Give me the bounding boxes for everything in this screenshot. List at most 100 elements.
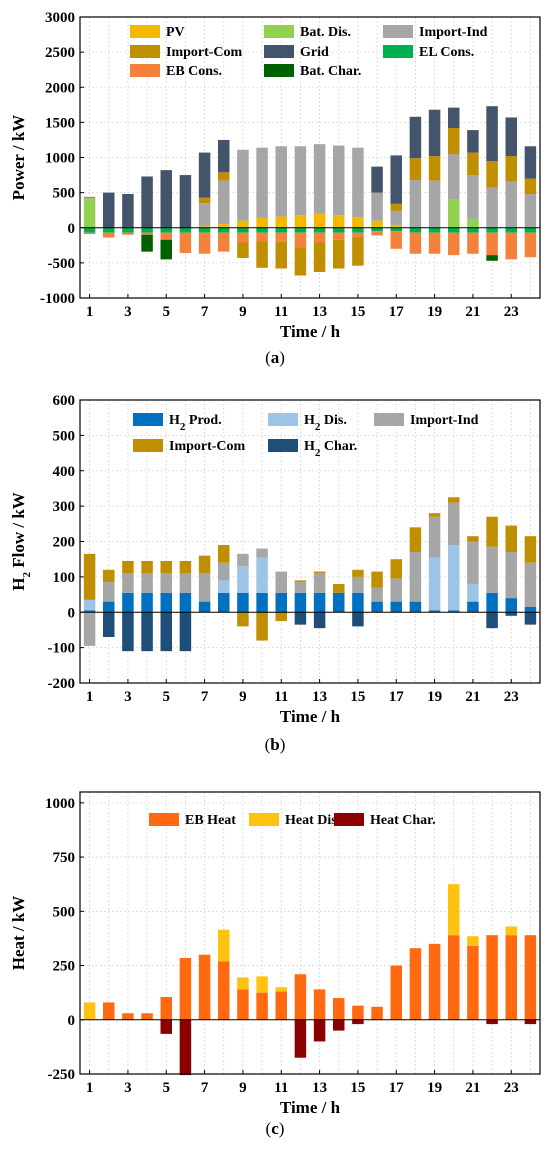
bar-import-com-4 — [141, 560, 153, 574]
bar-h-prod--19 — [428, 610, 441, 613]
legend-label-base: H — [304, 439, 315, 454]
legend-swatch — [268, 439, 298, 452]
bar-import-ind-10 — [256, 147, 268, 218]
y-tick-label: -200 — [48, 676, 76, 692]
bar-series-6-11 — [275, 612, 287, 622]
legend-swatch — [264, 25, 294, 38]
legend-swatch — [133, 413, 163, 426]
x-tick-label: 5 — [163, 689, 171, 705]
bar-heat-dis--23 — [505, 926, 517, 936]
bar-grid-17 — [390, 155, 402, 204]
bar-h-prod--12 — [294, 592, 307, 613]
bar-pv-15 — [352, 217, 364, 228]
y-tick-label: 250 — [53, 959, 76, 975]
x-tick-label: 21 — [465, 1080, 480, 1096]
x-tick-label: 7 — [201, 689, 209, 705]
caption-open: ( — [265, 348, 271, 367]
bar-grid-6 — [179, 175, 192, 228]
bar-bat-char--4 — [141, 234, 153, 252]
bar-series-5-1 — [83, 612, 96, 646]
y-tick-label: 1000 — [45, 796, 75, 812]
bar-el-cons--1 — [83, 227, 96, 233]
y-tick-label: -100 — [48, 641, 76, 657]
bar-heat-dis--21 — [467, 936, 479, 947]
bar-pv-8 — [218, 224, 230, 228]
legend-label: Import-Ind — [410, 413, 479, 428]
bar-import-com-1 — [83, 553, 96, 600]
bar-import-ind-15 — [352, 147, 364, 218]
bar-import-com-23 — [505, 156, 517, 182]
x-tick-label: 5 — [163, 304, 171, 320]
x-tick-label: 13 — [312, 689, 327, 705]
bar-heat-char--14 — [333, 1019, 345, 1031]
bar-import-ind-12 — [294, 582, 307, 593]
legend-swatch — [133, 439, 163, 452]
bar-import-ind-17 — [390, 578, 402, 602]
bar-eb-heat-23 — [505, 935, 517, 1020]
bar-import-ind-23 — [505, 181, 517, 228]
x-tick-label: 19 — [427, 689, 442, 705]
y-axis-label-sub: 2 — [21, 572, 33, 578]
bar-import-com-17 — [390, 559, 402, 579]
bar-h-prod--24 — [524, 606, 537, 613]
caption-close: ) — [280, 735, 286, 754]
bar-import-com-7 — [198, 197, 211, 204]
legend-swatch — [374, 413, 404, 426]
bar-h-prod--5 — [160, 592, 172, 613]
plot-area — [80, 792, 540, 1074]
bar-el-cons--22 — [486, 227, 498, 233]
y-tick-label: 0 — [68, 1013, 76, 1029]
bar-el-cons--12 — [294, 227, 307, 233]
bar-import-ind-22 — [486, 187, 498, 228]
x-tick-label: 13 — [312, 304, 327, 320]
bar-eb-cons--9 — [237, 232, 249, 243]
bar-import-ind-16 — [371, 587, 383, 602]
bar-heat-dis--1 — [83, 1002, 96, 1020]
bar-series-8-14 — [333, 239, 345, 269]
bar-eb-cons--7 — [198, 232, 211, 254]
legend-swatch — [130, 64, 160, 77]
bar-h-prod--11 — [275, 592, 287, 613]
bar-series-8-13 — [313, 242, 326, 273]
bar-heat-dis--9 — [237, 977, 249, 990]
bar-eb-heat-6 — [179, 957, 192, 1020]
bar-el-cons--19 — [428, 227, 441, 233]
y-tick-label: 0 — [68, 221, 76, 237]
bar-eb-heat-11 — [275, 991, 287, 1020]
bar-eb-heat-9 — [237, 989, 249, 1020]
bar-grid-22 — [486, 106, 498, 162]
bar-grid-7 — [198, 152, 211, 198]
legend-label-sub: 2 — [315, 447, 321, 459]
bar-h-prod--2 — [103, 601, 115, 613]
bar-import-ind-11 — [275, 571, 287, 593]
bar-series-8-12 — [294, 247, 307, 276]
x-axis-label: Time / h — [280, 1098, 341, 1117]
bar-import-com-2 — [103, 569, 115, 583]
bar-eb-heat-12 — [294, 974, 307, 1020]
bar-grid-20 — [448, 107, 460, 128]
bar-heat-dis--10 — [256, 976, 268, 993]
bar-el-cons--8 — [218, 227, 230, 233]
bar-heat-dis--20 — [448, 884, 460, 936]
bar-el-cons--7 — [198, 227, 211, 233]
bar-h-char--24 — [524, 612, 537, 625]
y-tick-label: 200 — [53, 535, 76, 551]
bar-pv-9 — [237, 220, 249, 228]
bar-grid-8 — [218, 139, 230, 173]
x-tick-label: 9 — [239, 304, 247, 320]
bar-import-ind-8 — [218, 562, 230, 581]
bar-grid-5 — [160, 170, 172, 228]
bar-bat-dis--21 — [467, 218, 479, 228]
bar-h-prod--1 — [83, 610, 96, 613]
bar-eb-cons--8 — [218, 232, 230, 252]
bar-eb-cons--19 — [428, 232, 441, 254]
bar-h-prod--6 — [179, 592, 192, 613]
legend-label: EL Cons. — [419, 45, 474, 60]
legend-swatch — [130, 45, 160, 58]
bar-eb-cons--13 — [313, 232, 326, 243]
bar-h-char--22 — [486, 612, 498, 629]
x-tick-label: 13 — [312, 1080, 327, 1096]
bar-series-8-11 — [275, 241, 287, 269]
bar-heat-dis--8 — [218, 929, 230, 962]
